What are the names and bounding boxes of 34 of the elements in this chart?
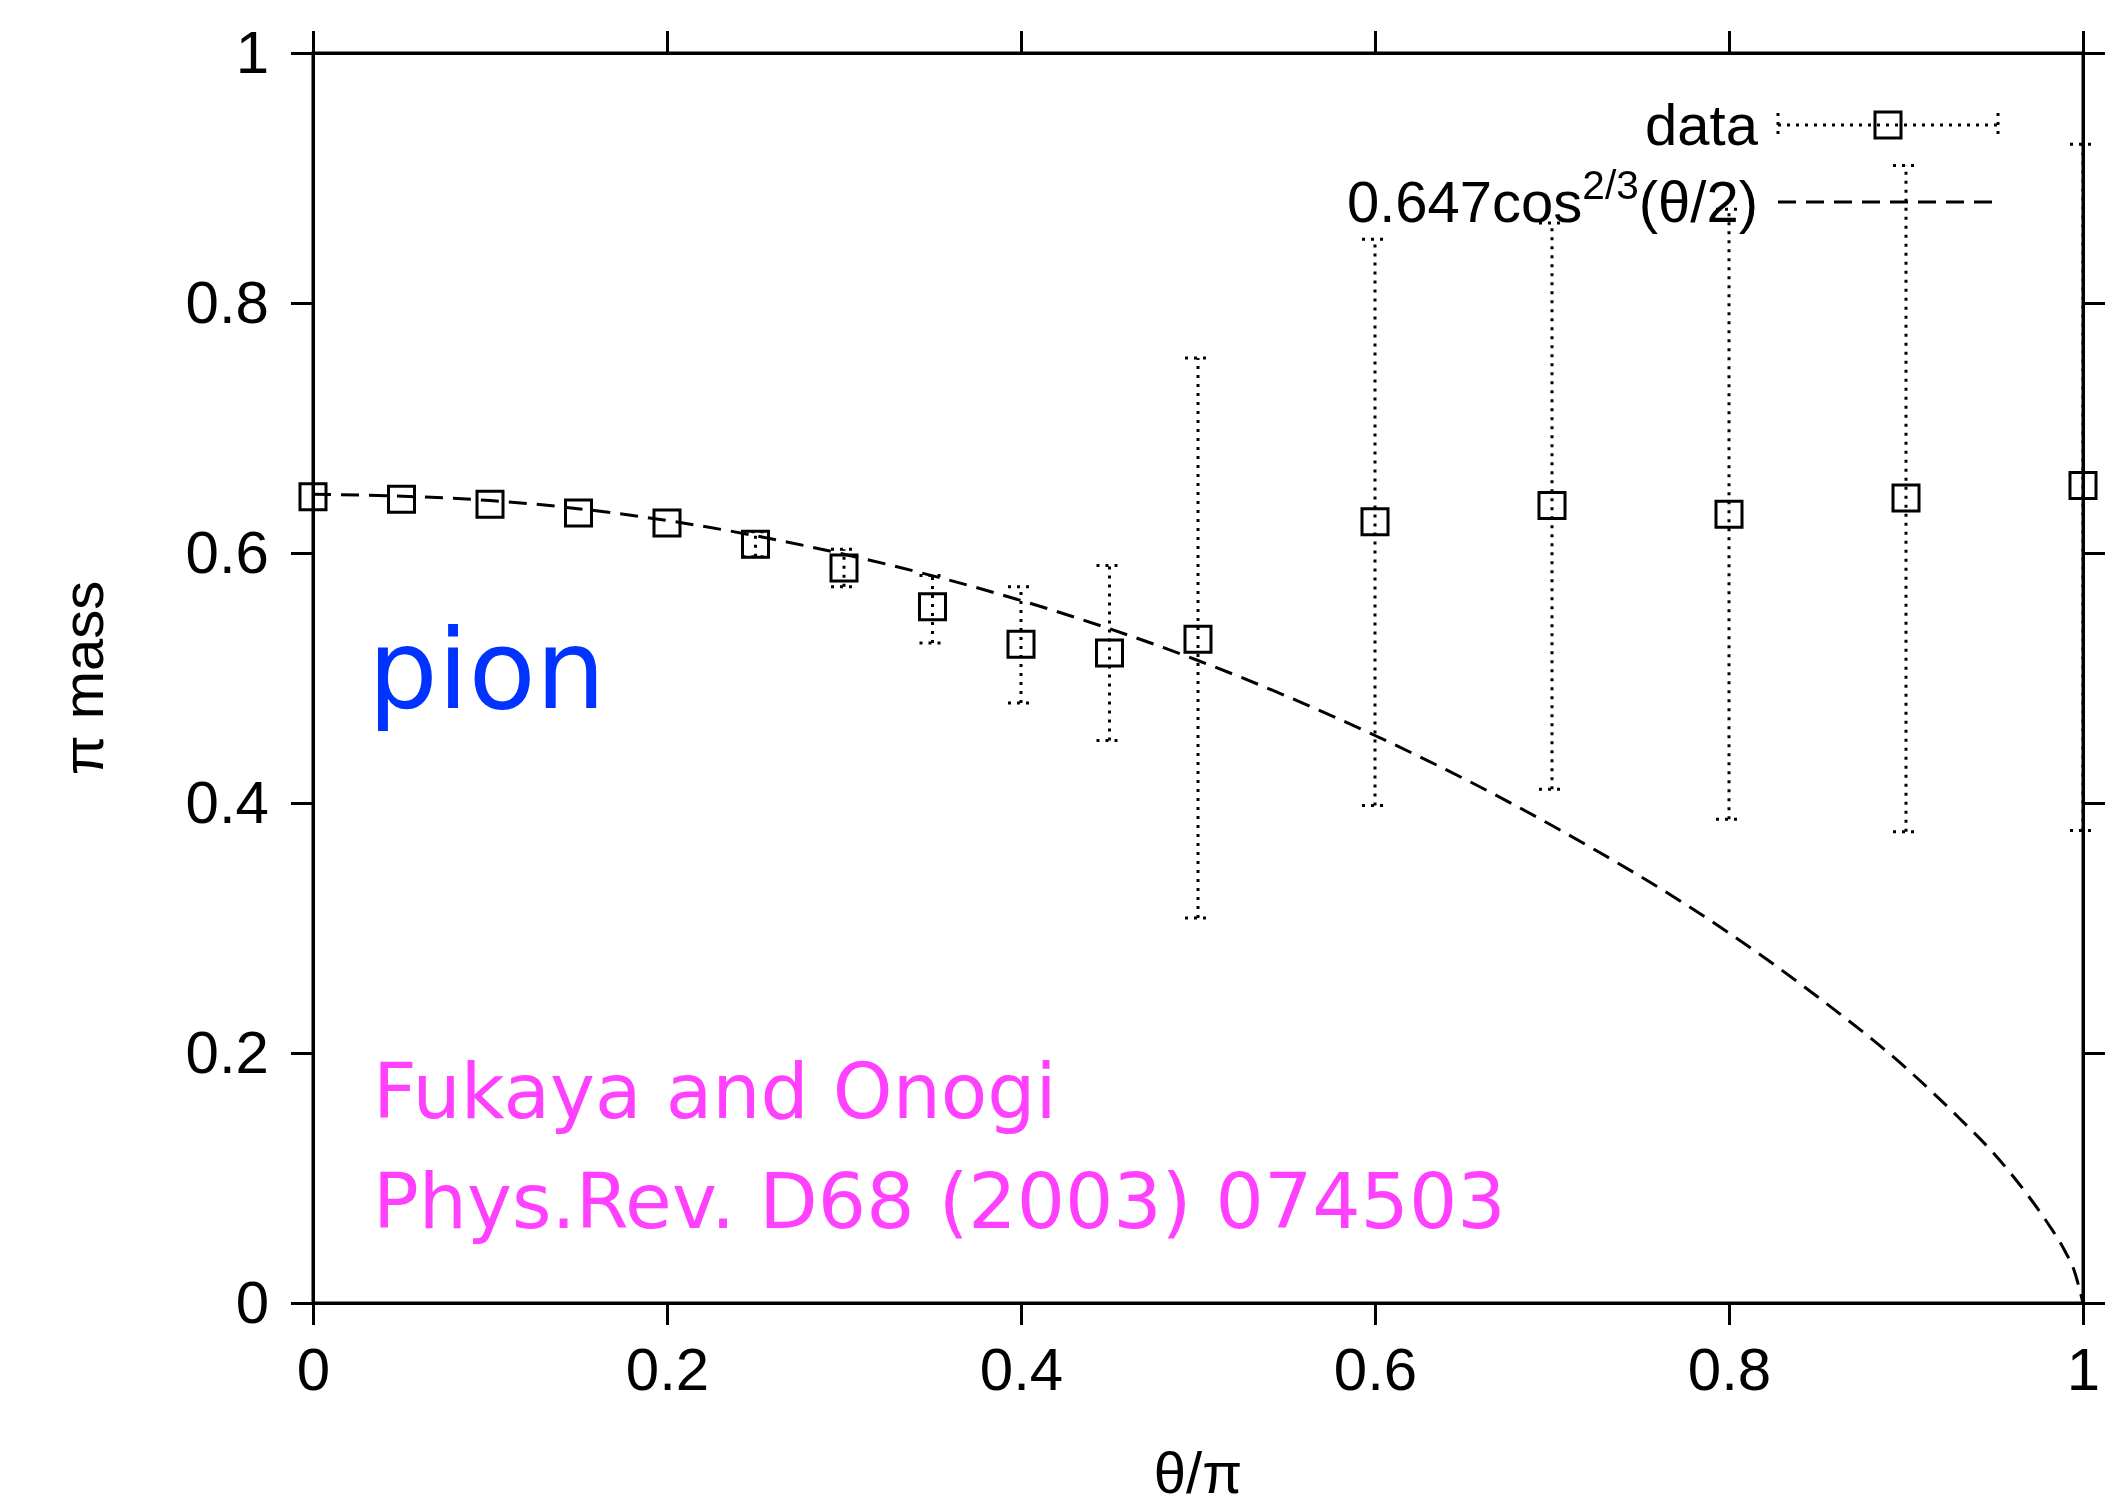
y-tick-label: 1 [235,18,269,86]
annotation: pion [368,606,606,734]
point [475,489,505,519]
point [1183,624,1213,654]
point [829,553,859,583]
annotation: Fukaya and Onogi [373,1047,1057,1136]
x-tick-label: 0.4 [979,1335,1064,1403]
y-tick-label: 0.2 [185,1018,269,1086]
y-tick-label: 0 [235,1268,269,1336]
point [1891,483,1921,513]
x-tick-label: 0 [296,1335,331,1403]
x-axis-title: θ/π [1153,1440,1243,1505]
point [1095,638,1124,668]
point [564,498,593,528]
point [298,482,328,512]
point [1537,491,1567,520]
x-tick-label: 0.8 [1687,1335,1772,1403]
point [1360,507,1390,537]
x-tick-label: 0.2 [625,1335,710,1403]
point [1714,499,1744,529]
point [1006,629,1036,659]
y-axis-title: π mass [50,580,115,776]
point [2068,471,2098,500]
legend-label: 0.647cos$^{2/3}$(θ/2) [1346,162,1758,234]
y-tick-label: 0.8 [185,268,269,336]
point [387,484,416,514]
y-tick-label: 0.6 [185,518,269,586]
point [918,592,947,622]
annotation: Phys.Rev. D68 (2003) 074503 [373,1157,1506,1246]
x-tick-label: 0.6 [1333,1335,1418,1403]
y-tick-label: 0.4 [185,768,269,836]
legend-label: data [1645,92,1759,157]
x-tick-label: 1 [2066,1335,2101,1403]
point [652,508,682,538]
